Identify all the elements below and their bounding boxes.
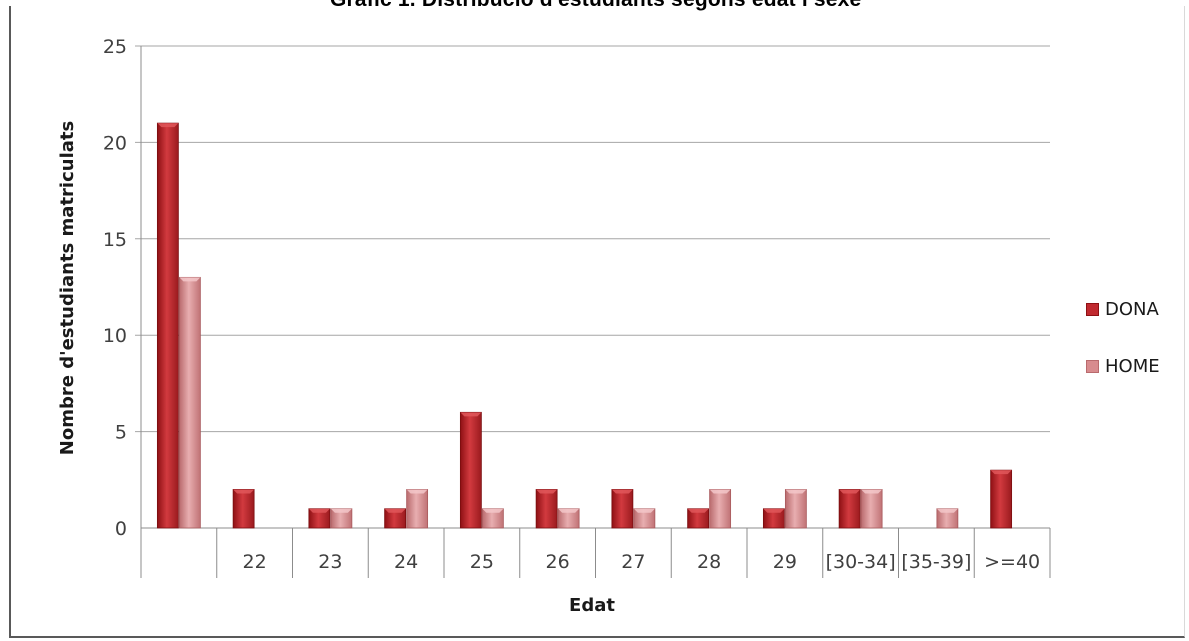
bar-dona (459, 411, 482, 529)
bar-bevel (179, 277, 201, 282)
bar-bevel (233, 489, 255, 494)
bar-bevel (330, 508, 352, 513)
bar-bevel (785, 489, 807, 494)
x-tick-label: 25 (470, 551, 494, 573)
chart-frame (9, 6, 1185, 638)
bar-bevel (308, 508, 330, 513)
bar-bevel (482, 508, 504, 513)
y-tick-label: 10 (103, 325, 127, 347)
legend-swatch-dona (1086, 302, 1099, 316)
legend-label-home: HOME (1105, 355, 1160, 377)
y-axis-title: Nombre d'estudiants matriculats (57, 121, 78, 455)
bar-bevel (861, 489, 883, 494)
bar-home (860, 489, 883, 529)
bars (156, 122, 1013, 529)
x-tick-label: 23 (318, 551, 342, 573)
axes (140, 46, 1051, 578)
bar-dona (535, 489, 558, 529)
chart-title: Gràfic 1. Distribució d'estudiants segon… (330, 0, 861, 12)
bar-home (178, 276, 201, 529)
bar-home (406, 489, 429, 529)
x-tick-label: 28 (697, 551, 721, 573)
bar-dona (838, 489, 861, 529)
bar-bevel (384, 508, 406, 513)
gridlines (135, 45, 1050, 433)
y-tick-label: 20 (103, 132, 127, 154)
bar-bevel (763, 508, 785, 513)
bar-bevel (633, 508, 655, 513)
bar-bevel (839, 489, 861, 494)
y-tick-label: 5 (115, 422, 127, 444)
x-tick-label: 24 (394, 551, 418, 573)
x-axis-title: Edat (569, 595, 615, 616)
bar-home (784, 489, 807, 529)
bar-bevel (611, 489, 633, 494)
bar-bevel (990, 470, 1012, 475)
bar-bevel (687, 508, 709, 513)
legend-item-dona: DONA (1086, 294, 1160, 324)
y-tick-label: 15 (103, 229, 127, 251)
bar-bevel (406, 489, 428, 494)
bar-bevel (536, 489, 558, 494)
tick-labels: 0 5 10 15 20 25 22 23 24 25 26 27 28 29 [30-34] [35-39]… (103, 36, 1040, 573)
legend-label-dona: DONA (1105, 298, 1159, 320)
x-tick-label: 27 (621, 551, 645, 573)
bar-bevel (558, 508, 580, 513)
x-tick-label: >=40 (984, 551, 1040, 573)
bar-bevel (460, 412, 482, 417)
legend: DONA HOME (1086, 294, 1160, 408)
bar-dona (156, 122, 179, 529)
legend-swatch-home (1086, 359, 1099, 373)
bar-dona (232, 489, 255, 529)
bar-dona (990, 469, 1013, 529)
y-tick-label: 0 (115, 518, 127, 540)
x-tick-label: 26 (546, 551, 570, 573)
x-tick-label: 29 (773, 551, 797, 573)
legend-item-home: HOME (1086, 351, 1160, 381)
bar-home (709, 489, 732, 529)
bar-dona (611, 489, 634, 529)
x-tick-label: [35-39] (901, 551, 971, 573)
bar-bevel (936, 508, 958, 513)
y-tick-label: 25 (103, 36, 127, 58)
x-tick-label: 22 (243, 551, 267, 573)
bar-bevel (709, 489, 731, 494)
x-tick-label: [30-34] (826, 551, 896, 573)
bar-bevel (157, 123, 179, 128)
